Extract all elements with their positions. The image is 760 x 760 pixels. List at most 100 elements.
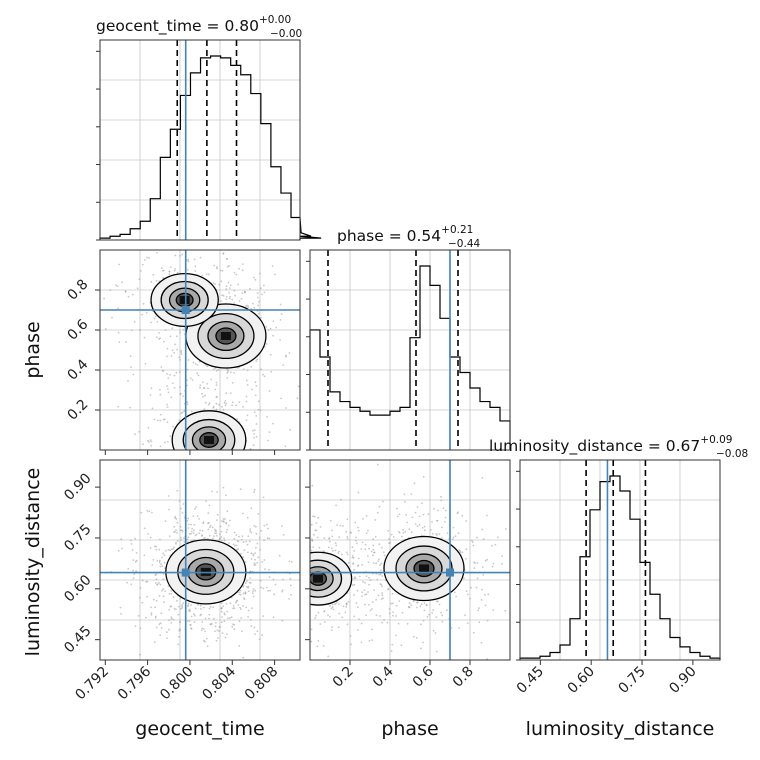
- sample-point: [371, 628, 373, 631]
- sample-point: [194, 534, 197, 537]
- sample-point: [219, 269, 222, 272]
- sample-point: [173, 269, 176, 272]
- sample-point: [167, 391, 170, 394]
- sample-point: [178, 500, 181, 502]
- sample-point: [411, 516, 414, 519]
- sample-point: [379, 573, 382, 576]
- sample-point: [152, 274, 155, 276]
- sample-point: [247, 306, 250, 309]
- sample-point: [120, 538, 123, 541]
- density-peak: [220, 332, 231, 340]
- sample-point: [381, 585, 383, 588]
- sample-point: [225, 402, 228, 405]
- sample-point: [272, 320, 275, 322]
- sample-point: [484, 559, 487, 562]
- sample-point: [219, 533, 221, 536]
- sample-point: [474, 562, 476, 564]
- sample-point: [364, 603, 366, 606]
- sample-point: [271, 265, 274, 267]
- sample-point: [211, 490, 213, 493]
- sample-point: [390, 650, 393, 652]
- sample-point: [223, 537, 225, 540]
- sample-point: [415, 637, 418, 639]
- sample-point: [432, 629, 435, 632]
- sample-point: [250, 365, 253, 368]
- sample-point: [226, 617, 229, 620]
- sample-point: [218, 403, 221, 406]
- sample-point: [263, 539, 265, 542]
- sample-point: [141, 313, 143, 316]
- 2d-overlay-luminosity-distance-vs-geocent-time: [99, 459, 301, 661]
- sample-point: [155, 336, 158, 339]
- sample-point: [183, 410, 186, 413]
- sample-point: [269, 353, 272, 356]
- sample-point: [398, 532, 401, 534]
- sample-point: [262, 373, 264, 376]
- sample-point: [335, 544, 338, 547]
- sample-point: [289, 584, 292, 587]
- sample-point: [225, 392, 228, 395]
- sample-point: [316, 536, 319, 539]
- sample-point: [281, 578, 284, 581]
- sample-point: [284, 445, 287, 448]
- sample-point: [454, 535, 457, 538]
- sample-point: [232, 604, 235, 607]
- sample-point: [257, 312, 260, 315]
- sample-point: [222, 518, 225, 520]
- sample-point: [117, 405, 119, 408]
- sample-point: [297, 385, 300, 388]
- sample-point: [420, 603, 423, 606]
- sample-point: [252, 588, 255, 590]
- sample-point: [186, 403, 189, 406]
- sample-point: [233, 271, 236, 274]
- sample-point: [361, 595, 363, 597]
- sample-point: [243, 598, 246, 600]
- sample-point: [253, 276, 256, 279]
- sample-point: [223, 521, 225, 524]
- sample-point: [256, 358, 259, 361]
- sample-point: [254, 381, 257, 384]
- sample-point: [127, 380, 129, 382]
- sample-point: [218, 283, 221, 286]
- sample-point: [274, 583, 277, 586]
- sample-point: [246, 384, 249, 386]
- panel-frame: [99, 249, 301, 451]
- sample-point: [441, 614, 444, 617]
- sample-point: [235, 601, 238, 604]
- sample-point: [186, 379, 189, 381]
- sample-point: [214, 283, 217, 285]
- sample-point: [330, 547, 333, 550]
- title-luminosity-distance-median: 0.67: [666, 437, 701, 455]
- title-phase-median: 0.54: [407, 227, 442, 245]
- sample-point: [221, 405, 223, 408]
- sample-point: [193, 529, 195, 532]
- sample-point: [372, 548, 375, 551]
- sample-point: [262, 496, 265, 499]
- hist-step-phase: [309, 265, 511, 450]
- sample-point: [255, 415, 258, 417]
- sample-point: [145, 311, 148, 314]
- sample-point: [413, 482, 416, 485]
- sample-point: [469, 597, 471, 600]
- sample-point: [139, 627, 142, 630]
- sample-point: [458, 549, 461, 552]
- 2d-panel-luminosity-distance-vs-phase: [310, 460, 510, 660]
- sample-point: [263, 284, 265, 287]
- sample-point: [158, 595, 161, 597]
- sample-point: [471, 541, 474, 544]
- sample-point: [242, 656, 245, 659]
- title-geocent-time-prefix: geocent_time =: [96, 17, 224, 36]
- sample-point: [367, 529, 369, 532]
- sample-point: [207, 512, 210, 515]
- sample-point: [231, 625, 234, 628]
- sample-point: [197, 374, 200, 377]
- sample-point: [357, 629, 359, 631]
- sample-point: [140, 270, 142, 272]
- sample-point: [220, 300, 223, 302]
- sample-point: [174, 515, 177, 518]
- sample-point: [165, 549, 167, 552]
- sample-point: [256, 296, 259, 299]
- sample-point: [149, 547, 152, 549]
- sample-point: [416, 606, 418, 609]
- sample-point: [130, 366, 133, 369]
